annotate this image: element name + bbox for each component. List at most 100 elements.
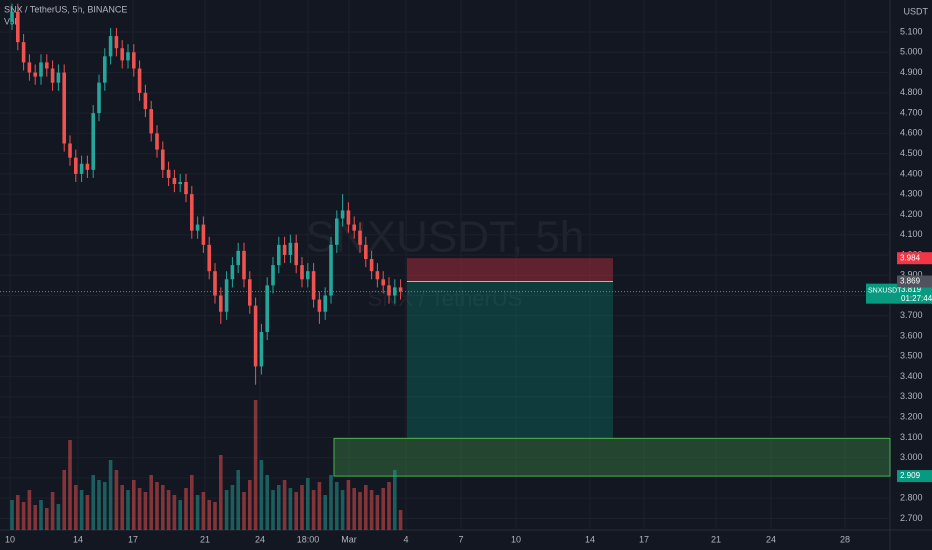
candle-body (259, 331, 264, 367)
candle-body (33, 72, 37, 77)
x-tick-label: 17 (128, 534, 138, 544)
candle-body (103, 56, 107, 83)
volume-bar (230, 485, 235, 530)
last-price-tag (866, 283, 932, 304)
candle-body (149, 109, 153, 134)
candle-body (184, 182, 188, 195)
price-tag (897, 470, 932, 483)
y-tick-label: 4.400 (900, 168, 923, 178)
y-tick-label: 3.200 (900, 411, 923, 421)
countdown: 01:27:44 (901, 294, 932, 303)
volume-bar (387, 482, 391, 530)
volume-bar (288, 488, 293, 530)
volume-bar (103, 482, 107, 530)
candle-body (16, 11, 20, 43)
candle-body (242, 250, 246, 280)
candle-body (126, 52, 130, 61)
candle-body (340, 210, 345, 219)
volume-bar (27, 490, 32, 530)
candle-body (201, 224, 206, 245)
volume-bar (253, 400, 258, 530)
last-price-label: 3.819 (901, 285, 922, 294)
x-tick-label: 21 (200, 534, 210, 544)
stop-zone (407, 258, 613, 282)
volume-bar (79, 490, 84, 530)
candle-body (155, 133, 159, 150)
price-tag-label: 2.909 (900, 471, 921, 480)
candle-body (85, 163, 90, 170)
candle-body (352, 224, 356, 231)
volume-bar (68, 440, 72, 530)
volume-bar (300, 485, 304, 530)
y-tick-label: 3.300 (900, 391, 923, 401)
y-tick-label: 5.100 (900, 26, 923, 36)
x-tick-label: 24 (766, 534, 776, 544)
candle-body (114, 36, 119, 49)
volume-bar (294, 492, 298, 530)
volume-bar (219, 455, 223, 530)
candle-body (132, 52, 136, 69)
volume-bar (50, 492, 55, 530)
chart-title: SNX / TetherUS, 5h, BINANCE (4, 4, 127, 14)
candle-body (311, 271, 316, 300)
y-tick-label: 2.700 (900, 513, 923, 523)
volume-bar (155, 482, 159, 530)
volume-bar (184, 488, 188, 530)
candle-body (282, 244, 287, 255)
x-tick-label: 24 (255, 534, 265, 544)
y-tick-label: 4.700 (900, 107, 923, 117)
x-tick-label: 28 (840, 534, 850, 544)
candle-body (45, 62, 49, 69)
candle-body (10, 11, 14, 22)
candle-body (172, 177, 177, 185)
y-tick-label: 2.800 (900, 493, 923, 503)
volume-bar (329, 475, 333, 530)
y-tick-label: 4.600 (900, 128, 923, 138)
volume-bar (16, 495, 20, 530)
volume-bar (132, 480, 136, 530)
candle-body (236, 250, 240, 266)
x-tick-label: 4 (403, 534, 408, 544)
target-zone (407, 281, 613, 439)
candle-body (207, 244, 211, 272)
candle-body (265, 285, 269, 332)
volume-bar (85, 495, 90, 530)
price-tag (897, 275, 932, 288)
y-tick-label: 3.500 (900, 351, 923, 361)
candle-body (79, 163, 84, 174)
support-zone (333, 437, 891, 477)
x-tick-label: 18:00 (297, 534, 320, 544)
volume-bar (282, 480, 287, 530)
candle-body (358, 230, 362, 245)
volume-bar (62, 470, 66, 530)
y-tick-label: 4.100 (900, 229, 923, 239)
volume-bar (97, 480, 101, 530)
last-price-symbol: SNXUSDT (868, 287, 902, 294)
y-tick-label: 3.900 (900, 270, 923, 280)
y-tick-label: 4.300 (900, 189, 923, 199)
volume-bar (381, 488, 385, 530)
y-tick-label: 5.000 (900, 47, 923, 57)
volume-bar (126, 490, 130, 530)
volume-bar (114, 470, 119, 530)
y-tick-label: 3.100 (900, 432, 923, 442)
candle-body (393, 287, 397, 296)
y-tick-label: 4.500 (900, 148, 923, 158)
candle-body (230, 265, 235, 280)
candle-body (224, 279, 229, 312)
volume-bar (108, 460, 113, 530)
candle-body (346, 210, 351, 225)
candle-body (277, 244, 281, 266)
x-tick-label: 21 (711, 534, 721, 544)
price-tag-label: 3.869 (900, 277, 921, 286)
volume-bar (56, 504, 61, 530)
candle-body (387, 285, 391, 296)
currency: USDT (904, 6, 929, 16)
volume-bar (33, 505, 37, 530)
candle-body (56, 72, 61, 83)
volume-bar (375, 495, 380, 530)
volume-bar (166, 490, 171, 530)
candle-body (143, 92, 148, 110)
volume-bar (323, 495, 327, 530)
